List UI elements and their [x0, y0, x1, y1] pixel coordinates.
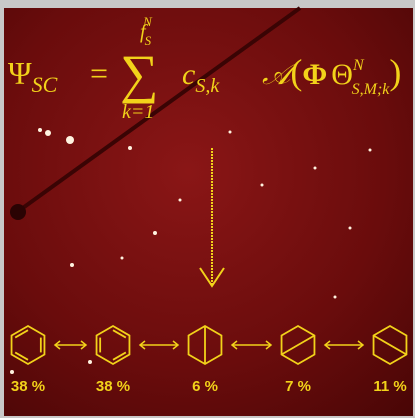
cross-bond [281, 334, 315, 356]
ring [95, 324, 131, 366]
arrow-head [172, 340, 180, 350]
psi-sub: SC [32, 72, 58, 97]
double-bond [112, 329, 127, 339]
double-bond [112, 351, 127, 361]
paren-close: ) [389, 52, 401, 92]
arrow-head [80, 340, 88, 350]
weight-label: 7 % [285, 378, 311, 395]
equals: = [90, 55, 108, 91]
weight-label: 11 % [373, 378, 406, 395]
theta-sub: S,M;k [352, 81, 391, 98]
arrow-head [323, 340, 331, 350]
psi: Ψ [8, 55, 32, 91]
resonance-structures [10, 324, 408, 366]
weight-label: 38 % [96, 378, 130, 395]
arrow-head [265, 340, 273, 350]
upper: f [140, 21, 148, 43]
spots [10, 128, 372, 374]
formula: ΨSC = ∑ [8, 44, 159, 104]
arrow-head [357, 340, 365, 350]
paren-open: ( [290, 52, 302, 92]
down-arrow [199, 148, 225, 288]
phi: Φ [302, 58, 327, 91]
double-bond [14, 329, 29, 339]
upper-sup: N [142, 14, 153, 29]
cross-bond [373, 334, 407, 356]
weights: 38 % 38 % 6 % 7 % 11 % [11, 378, 407, 395]
arrow-head [138, 340, 146, 350]
formula-rest: cS,k 𝒜(Φ ΘN S,M;k) [182, 52, 401, 98]
coef: c [182, 58, 195, 91]
ring [10, 324, 46, 366]
weight-label: 38 % [11, 378, 45, 395]
theta-sup: N [352, 57, 365, 74]
beam-stop-end [10, 204, 26, 220]
upper-sub: S [145, 33, 152, 48]
double-bond [14, 351, 29, 361]
arrow-head [230, 340, 238, 350]
theta: Θ [331, 58, 353, 91]
lower-limit: k=1 [122, 101, 154, 123]
upper-limit: fSN [140, 14, 153, 48]
sum: ∑ [120, 44, 159, 104]
coef-sub: S,k [195, 75, 220, 97]
arrow-head [53, 340, 61, 350]
beam-stop [18, 6, 302, 212]
weight-label: 6 % [192, 378, 218, 395]
